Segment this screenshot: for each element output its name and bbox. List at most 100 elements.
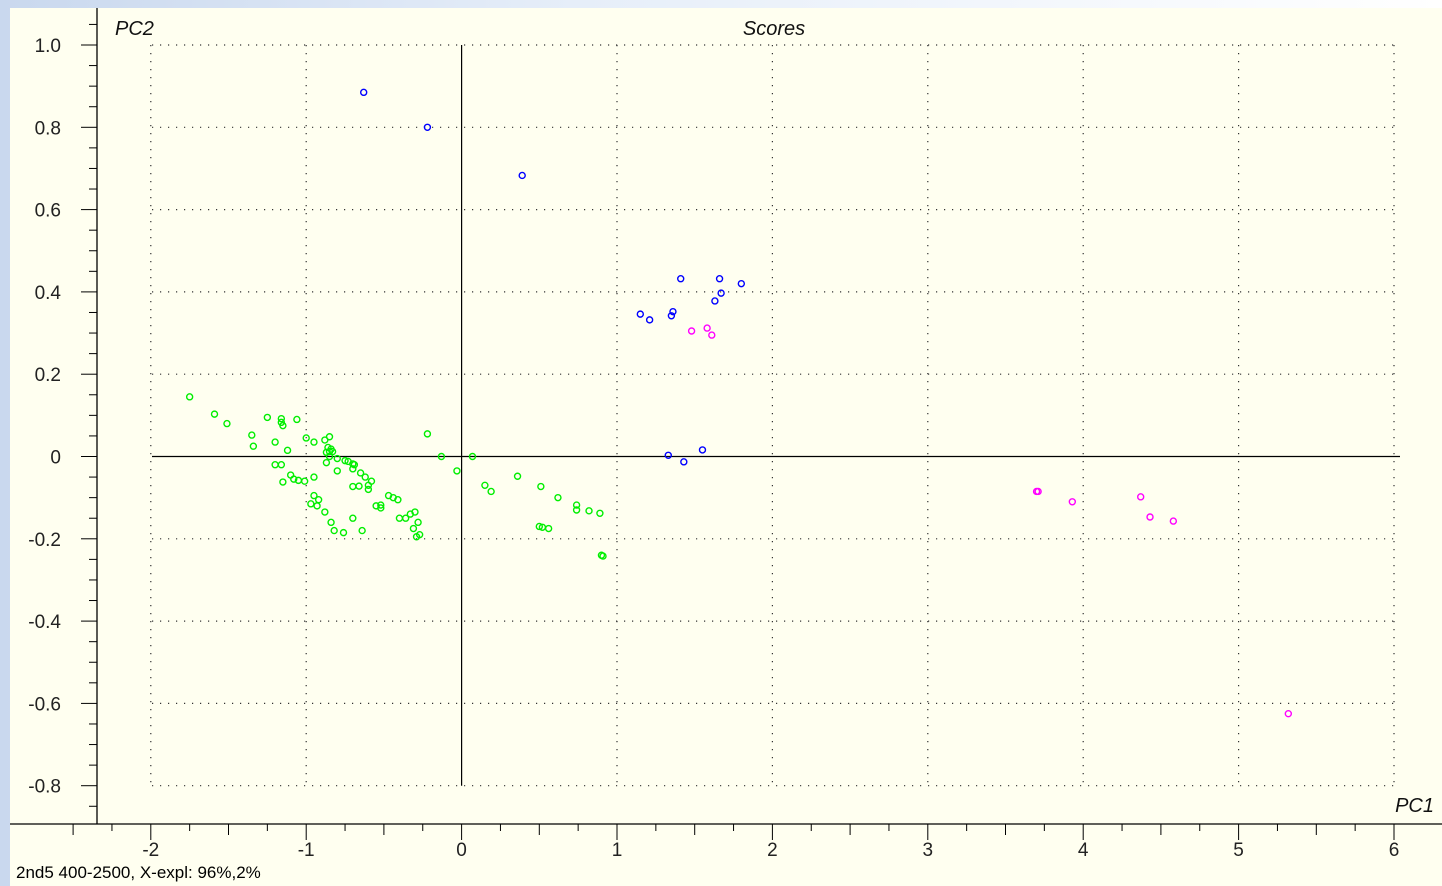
data-point bbox=[350, 461, 359, 469]
data-point bbox=[358, 526, 366, 535]
data-point bbox=[290, 475, 298, 483]
data-point bbox=[667, 312, 676, 320]
data-point bbox=[395, 514, 404, 522]
data-point bbox=[596, 509, 604, 517]
data-point bbox=[277, 461, 286, 469]
y-tick-label: -0.4 bbox=[28, 612, 61, 633]
footer-caption: 2nd5 400-2500, X-expl: 96%,2% bbox=[16, 863, 261, 882]
data-point bbox=[364, 485, 373, 494]
data-point bbox=[737, 279, 746, 288]
data-point bbox=[468, 452, 477, 461]
data-point bbox=[341, 456, 349, 465]
data-point bbox=[1146, 513, 1154, 521]
data-point bbox=[599, 552, 607, 560]
x-tick-label: -1 bbox=[298, 840, 315, 861]
y-axis-label: PC2 bbox=[115, 18, 154, 40]
data-point bbox=[279, 478, 287, 486]
data-point bbox=[481, 481, 489, 490]
plot-frame: 1.0 0.8 0.6 0.4 0.2 0 -0.2 -0.4 -0.6 -0.8 -2 -1 0 1 2 3… bbox=[10, 8, 1442, 886]
x-tick-label: 2 bbox=[767, 840, 778, 861]
data-point bbox=[263, 413, 272, 422]
data-point bbox=[349, 482, 357, 491]
data-point bbox=[437, 452, 446, 461]
data-point bbox=[717, 289, 725, 297]
data-point bbox=[367, 477, 376, 485]
series-2 bbox=[185, 393, 607, 560]
data-point bbox=[708, 331, 716, 339]
data-point bbox=[293, 415, 301, 424]
x-tick-label: 5 bbox=[1233, 840, 1244, 861]
data-point bbox=[310, 473, 318, 481]
data-point bbox=[313, 502, 321, 510]
data-point bbox=[535, 522, 543, 531]
scores-plot: 1.0 0.8 0.6 0.4 0.2 0 -0.2 -0.4 -0.6 -0.8 -2 -1 0 1 2 3… bbox=[10, 8, 1442, 861]
data-point bbox=[286, 471, 295, 479]
data-point bbox=[715, 275, 724, 283]
data-point bbox=[711, 297, 719, 305]
data-point bbox=[322, 458, 331, 467]
data-point bbox=[518, 171, 526, 180]
data-point bbox=[279, 421, 287, 430]
data-point bbox=[249, 442, 258, 450]
y-tick-label: 0.2 bbox=[35, 365, 61, 386]
x-axis-label: PC1 bbox=[1395, 795, 1434, 817]
data-point bbox=[669, 307, 677, 316]
data-point bbox=[277, 414, 286, 423]
data-point bbox=[572, 501, 581, 509]
axis-ticks: 1.0 0.8 0.6 0.4 0.2 0 -0.2 -0.4 -0.6 -0.8 -2 -1 0 1 2 3… bbox=[28, 23, 1400, 861]
x-tick-label: 1 bbox=[612, 840, 623, 861]
y-tick-label: -0.2 bbox=[28, 530, 61, 551]
data-point bbox=[333, 454, 341, 463]
data-point bbox=[310, 491, 318, 500]
data-point bbox=[1136, 493, 1145, 501]
data-point bbox=[636, 310, 645, 318]
data-point bbox=[513, 472, 522, 480]
data-point bbox=[585, 507, 593, 515]
y-tick-label: -0.6 bbox=[28, 694, 61, 715]
data-point bbox=[572, 506, 581, 514]
data-point bbox=[698, 446, 707, 454]
data-point bbox=[412, 533, 421, 541]
data-point bbox=[554, 493, 562, 502]
data-point bbox=[300, 477, 309, 485]
data-point bbox=[364, 481, 373, 490]
data-point bbox=[423, 430, 432, 438]
data-point bbox=[325, 433, 334, 441]
data-point bbox=[355, 482, 363, 490]
data-point bbox=[664, 451, 672, 459]
chart-title: Scores bbox=[743, 18, 805, 40]
data-point bbox=[423, 123, 432, 132]
data-point bbox=[687, 327, 696, 335]
data-point bbox=[271, 438, 279, 446]
data-point bbox=[248, 431, 256, 439]
series-1 bbox=[687, 324, 1293, 718]
data-point bbox=[333, 467, 341, 475]
data-point bbox=[394, 496, 402, 504]
y-tick-label: -0.8 bbox=[28, 777, 61, 798]
data-point bbox=[210, 410, 219, 418]
data-point bbox=[1068, 498, 1077, 506]
data-point bbox=[487, 487, 495, 496]
data-point bbox=[1169, 517, 1178, 525]
data-point bbox=[414, 518, 422, 527]
data-point bbox=[302, 434, 310, 442]
axes bbox=[10, 8, 1442, 825]
data-point bbox=[185, 393, 194, 401]
data-point bbox=[544, 524, 553, 533]
data-point bbox=[453, 467, 461, 475]
data-point bbox=[677, 275, 685, 283]
data-point bbox=[349, 514, 357, 522]
x-tick-label: -2 bbox=[142, 840, 159, 861]
data-point bbox=[356, 469, 365, 477]
data-point bbox=[377, 504, 385, 512]
data-point bbox=[349, 465, 357, 473]
data-point bbox=[1034, 487, 1042, 496]
data-points bbox=[185, 88, 1293, 718]
data-point bbox=[325, 452, 334, 461]
data-point bbox=[411, 508, 419, 516]
x-tick-label: 6 bbox=[1389, 840, 1400, 861]
data-point bbox=[327, 518, 335, 527]
data-point bbox=[537, 482, 545, 491]
data-point bbox=[680, 458, 688, 466]
data-point bbox=[307, 500, 315, 508]
